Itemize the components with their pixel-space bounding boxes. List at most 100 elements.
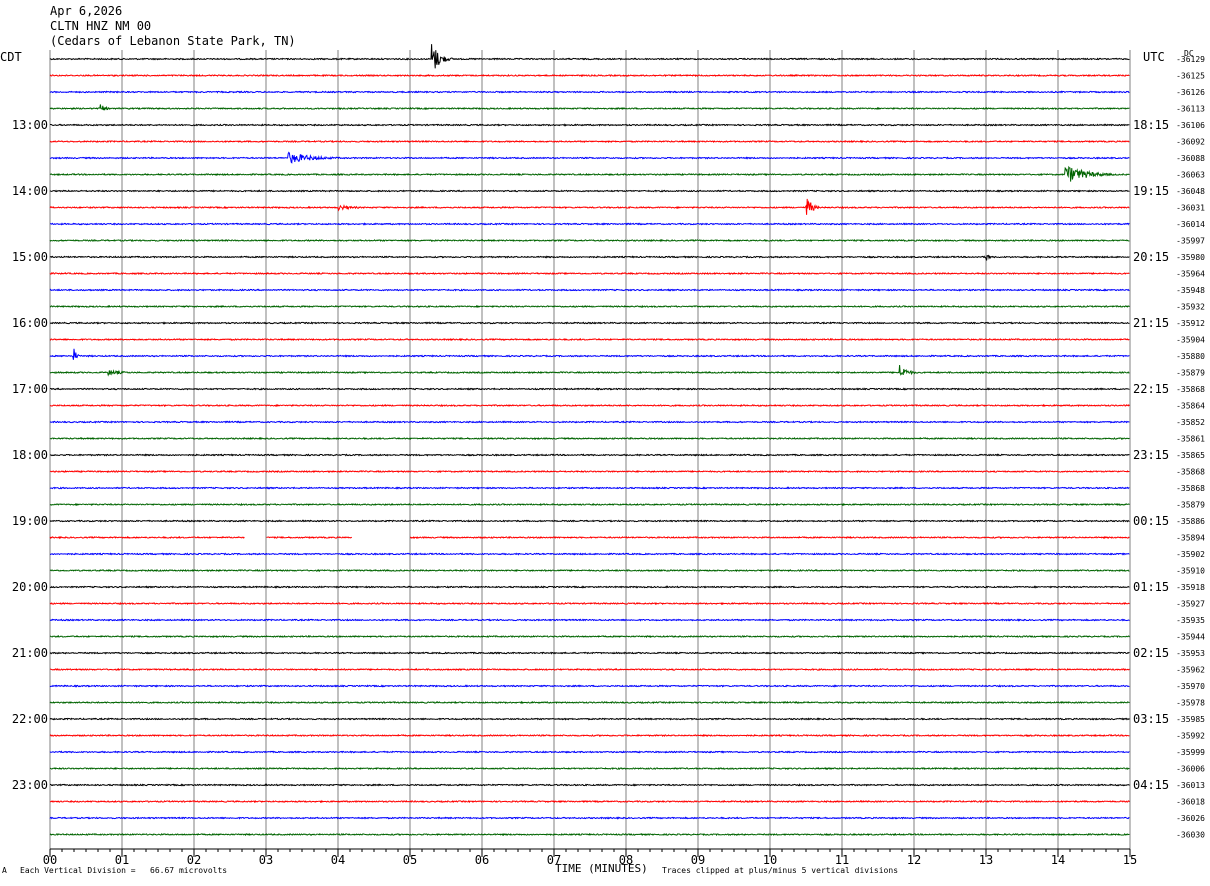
dc-offset-label: -36125 bbox=[1176, 72, 1205, 81]
left-hour-label: 15:00 bbox=[12, 250, 48, 264]
left-hour-label: 21:00 bbox=[12, 646, 48, 660]
dc-offset-label: -35992 bbox=[1176, 732, 1205, 741]
trace-17 bbox=[49, 337, 1130, 342]
dc-offset-label: -36088 bbox=[1176, 154, 1205, 163]
dc-offset-label: -35894 bbox=[1176, 534, 1205, 543]
dc-offset-label: -36018 bbox=[1176, 798, 1205, 807]
dc-offset-label: -36031 bbox=[1176, 204, 1205, 213]
trace-2 bbox=[49, 90, 1130, 94]
dc-offset-label: -35927 bbox=[1176, 600, 1205, 609]
dc-offset-label: -35861 bbox=[1176, 435, 1205, 444]
dc-offset-label: -36026 bbox=[1176, 814, 1205, 823]
dc-offset-label: -36014 bbox=[1176, 220, 1205, 229]
dc-offset-label: -35948 bbox=[1176, 286, 1205, 295]
trace-34 bbox=[49, 618, 1130, 622]
trace-9 bbox=[49, 198, 1130, 215]
dc-offset-label: -35868 bbox=[1176, 385, 1205, 394]
dc-offset-label: -35879 bbox=[1176, 369, 1205, 378]
dc-offset-label: -35997 bbox=[1176, 237, 1205, 246]
right-hour-label: 20:15 bbox=[1133, 250, 1169, 264]
right-hour-label: 23:15 bbox=[1133, 448, 1169, 462]
right-hour-label: 02:15 bbox=[1133, 646, 1169, 660]
dc-offset-label: -36048 bbox=[1176, 187, 1205, 196]
dc-offset-label: -35868 bbox=[1176, 468, 1205, 477]
dc-offset-label: -36126 bbox=[1176, 88, 1205, 97]
x-axis: 00 01 02 03 04 05 06 07 08 09 10 11 12 13 14 15 bbox=[43, 848, 1137, 867]
dc-offset-label: -35918 bbox=[1176, 583, 1205, 592]
x-tick-label-15: 15 bbox=[1123, 853, 1137, 867]
dc-offset-label: -35964 bbox=[1176, 270, 1205, 279]
x-tick-label-13: 13 bbox=[979, 853, 993, 867]
dc-offset-label: -35978 bbox=[1176, 699, 1205, 708]
dc-offset-label: -35932 bbox=[1176, 303, 1205, 312]
trace-22 bbox=[49, 420, 1130, 424]
trace-19 bbox=[49, 365, 1130, 377]
right-hour-label: 22:15 bbox=[1133, 382, 1169, 396]
seismic-traces bbox=[49, 44, 1130, 837]
trace-43 bbox=[49, 766, 1130, 771]
x-tick-label-4: 04 bbox=[331, 853, 345, 867]
x-tick-label-0: 00 bbox=[43, 853, 57, 867]
trace-31 bbox=[49, 568, 1130, 573]
left-hour-label: 22:00 bbox=[12, 712, 48, 726]
right-hour-label: 18:15 bbox=[1133, 118, 1169, 132]
dc-offset-label: -35962 bbox=[1176, 666, 1205, 675]
trace-38 bbox=[49, 684, 1130, 688]
trace-13 bbox=[49, 271, 1130, 276]
dc-offset-label: -35944 bbox=[1176, 633, 1205, 642]
trace-18 bbox=[49, 348, 1130, 360]
dc-offset-label: -35879 bbox=[1176, 501, 1205, 510]
trace-28 bbox=[49, 519, 1130, 523]
dc-offset-label: -35902 bbox=[1176, 550, 1205, 559]
dc-offset-label: -35864 bbox=[1176, 402, 1205, 411]
trace-16 bbox=[49, 321, 1130, 325]
left-hour-label: 19:00 bbox=[12, 514, 48, 528]
dc-offset-label: -36113 bbox=[1176, 105, 1205, 114]
trace-24 bbox=[49, 453, 1130, 457]
trace-32 bbox=[49, 585, 1130, 589]
left-timezone-label: CDT bbox=[0, 50, 22, 64]
trace-42 bbox=[49, 750, 1130, 754]
right-hour-label: 01:15 bbox=[1133, 580, 1169, 594]
trace-40 bbox=[49, 717, 1130, 721]
trace-23 bbox=[49, 436, 1130, 441]
trace-29 bbox=[49, 535, 1130, 540]
trace-12 bbox=[49, 254, 1130, 261]
dc-offset-label: -35980 bbox=[1176, 253, 1205, 262]
dc-offset-label: -35886 bbox=[1176, 517, 1205, 526]
trace-1 bbox=[49, 73, 1130, 78]
dc-offset-label: -36092 bbox=[1176, 138, 1205, 147]
trace-33 bbox=[49, 601, 1130, 606]
trace-5 bbox=[49, 139, 1130, 144]
dc-offset-label: -35953 bbox=[1176, 649, 1205, 658]
dc-offset-label: -36030 bbox=[1176, 831, 1205, 840]
trace-36 bbox=[49, 651, 1130, 655]
dc-offset-header: DC bbox=[1184, 49, 1194, 58]
trace-6 bbox=[49, 151, 1130, 164]
right-hour-label: 21:15 bbox=[1133, 316, 1169, 330]
trace-37 bbox=[50, 667, 1130, 672]
dc-offset-label: -35970 bbox=[1176, 682, 1205, 691]
left-hour-label: 23:00 bbox=[12, 778, 48, 792]
dc-offset-label: -35910 bbox=[1176, 567, 1205, 576]
trace-46 bbox=[49, 816, 1130, 820]
station-code: CLTN HNZ NM 00 bbox=[50, 19, 152, 33]
trace-30 bbox=[49, 552, 1130, 556]
clipping-note: Traces clipped at plus/minus 5 vertical … bbox=[662, 866, 899, 875]
trace-27 bbox=[49, 502, 1130, 507]
trace-4 bbox=[49, 123, 1130, 127]
left-hour-label: 13:00 bbox=[12, 118, 48, 132]
dc-offset-label: -35912 bbox=[1176, 319, 1205, 328]
right-hour-label: 03:15 bbox=[1133, 712, 1169, 726]
dc-offset-label: -36129 bbox=[1176, 55, 1205, 64]
footer-mark: A bbox=[2, 866, 7, 875]
trace-44 bbox=[49, 783, 1130, 787]
x-tick-label-9: 09 bbox=[691, 853, 705, 867]
x-tick-label-3: 03 bbox=[259, 853, 273, 867]
trace-45 bbox=[49, 799, 1130, 804]
trace-39 bbox=[49, 700, 1130, 705]
trace-10 bbox=[50, 222, 1130, 226]
trace-20 bbox=[49, 387, 1130, 391]
x-tick-label-11: 11 bbox=[835, 853, 849, 867]
